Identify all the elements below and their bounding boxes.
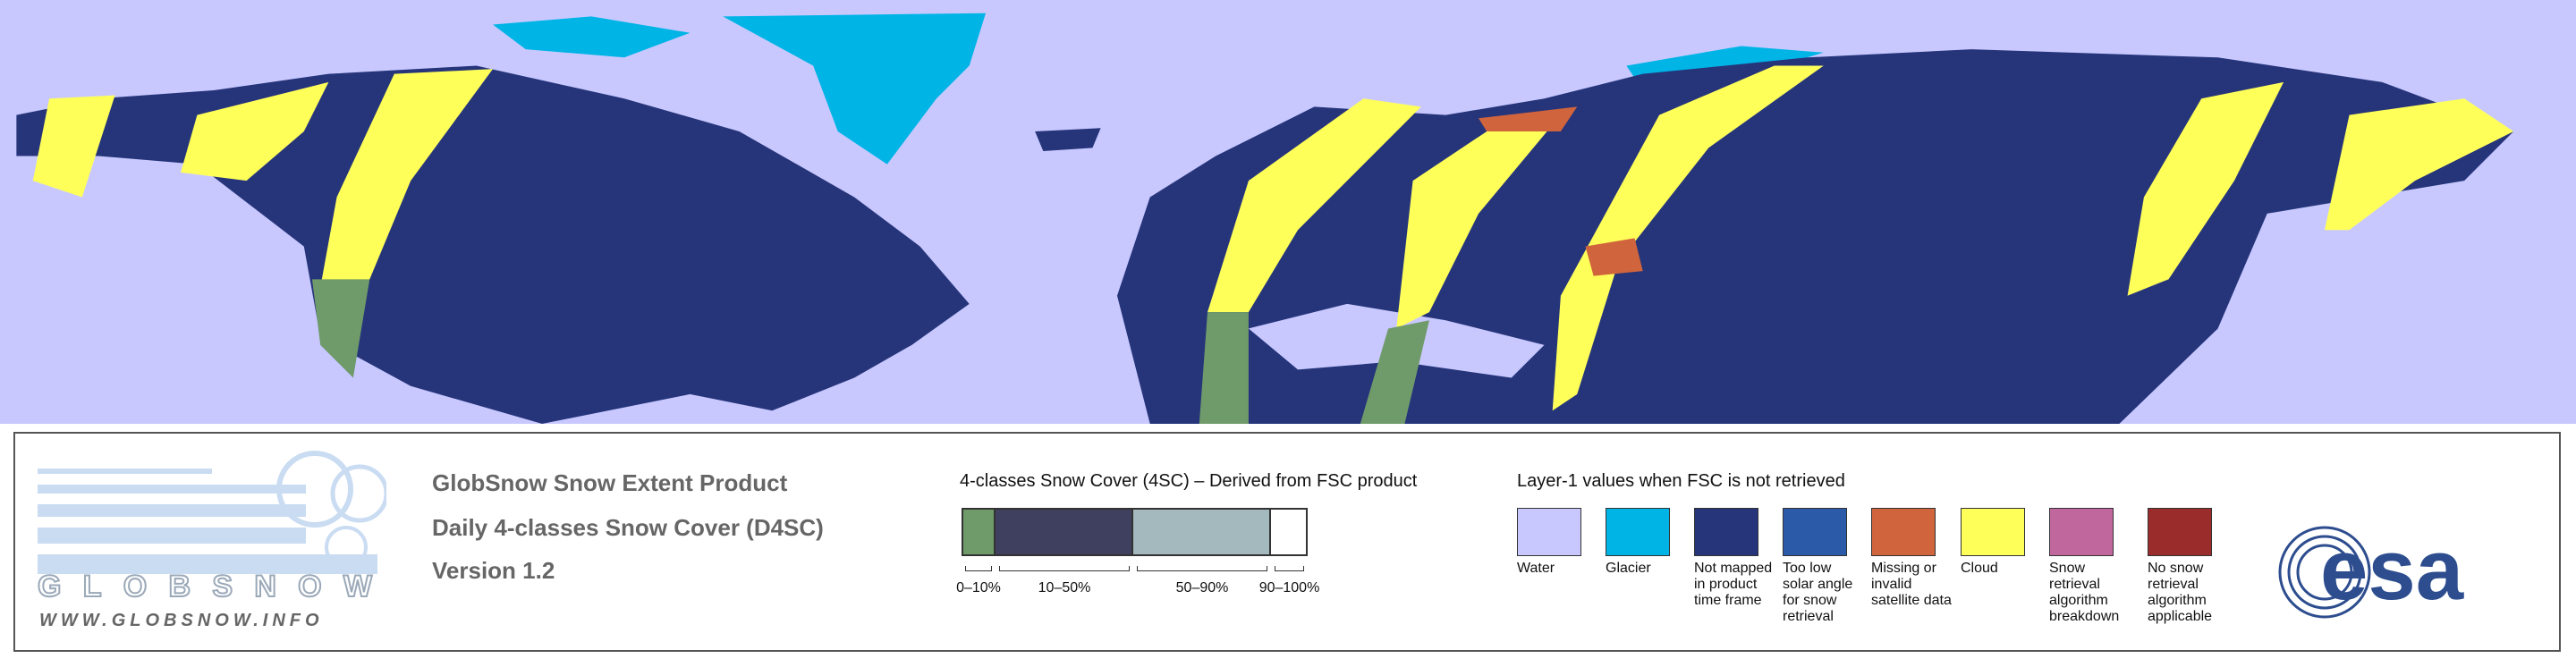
- scale-bracket: [1137, 566, 1267, 571]
- product-version: Version 1.2: [432, 557, 555, 584]
- scale-label: 90–100%: [1258, 580, 1320, 595]
- product-title: GlobSnow Snow Extent Product: [432, 469, 788, 496]
- esa-logo: esa: [2278, 523, 2464, 619]
- layer1-label: Glacier: [1606, 561, 1651, 576]
- scale-segment: [1271, 508, 1308, 556]
- layer1-label: No snow retrieval algorithm applicable: [2148, 561, 2213, 624]
- layer1-swatch: [1961, 508, 2025, 556]
- layer1-swatch: [1783, 508, 1847, 556]
- layer1-label: Too low solar angle for snow retrieval: [1783, 561, 1853, 624]
- product-subtitle: Daily 4-classes Snow Cover (D4SC): [432, 514, 824, 541]
- scale-bracket: [1275, 566, 1304, 571]
- layer1-swatch: [2049, 508, 2114, 556]
- snow-cover-scale: 0–10% 10–50% 50–90% 90–100%: [956, 434, 1320, 648]
- esa-text: esa: [2320, 523, 2464, 618]
- scale-bracket: [965, 566, 992, 571]
- layer1-swatch: [1871, 508, 1936, 556]
- scale-segment: [1133, 508, 1271, 556]
- scale-segment: [962, 508, 996, 556]
- layer1-items: Water Glacier Not mapped in product time f…: [1517, 434, 2277, 648]
- layer1-label: Not mapped in product time frame: [1694, 561, 1773, 608]
- scale-segment: [996, 508, 1133, 556]
- logo-text: GLOBSNOW: [38, 570, 377, 604]
- scale-label: 0–10%: [956, 580, 1001, 595]
- layer1-title: Layer-1 values when FSC is not retrieved: [1517, 471, 1845, 491]
- layer1-swatch: [1606, 508, 1670, 556]
- layer1-swatch: [1694, 508, 1758, 556]
- logo-url: WWW.GLOBSNOW.INFO: [39, 611, 324, 630]
- scale-bracket: [999, 566, 1130, 571]
- layer1-swatch: [1517, 508, 1581, 556]
- layer1-label: Missing or invalid satellite data: [1871, 561, 1952, 608]
- scale-label: 10–50%: [1038, 580, 1091, 595]
- layer1-swatch: [2148, 508, 2212, 556]
- scale-label: 50–90%: [1175, 580, 1229, 595]
- globsnow-logo: GLOBSNOW WWW.GLOBSNOW.INFO: [38, 451, 386, 630]
- snow-cover-title: 4-classes Snow Cover (4SC) – Derived fro…: [960, 471, 1418, 491]
- layer1-label: Water: [1517, 561, 1555, 576]
- layer1-label: Snow retrieval algorithm breakdown: [2049, 561, 2120, 624]
- snow-map: [0, 0, 2576, 424]
- legend-panel: GLOBSNOW WWW.GLOBSNOW.INFO GlobSnow Snow…: [13, 432, 2561, 652]
- layer1-label: Cloud: [1961, 561, 1998, 576]
